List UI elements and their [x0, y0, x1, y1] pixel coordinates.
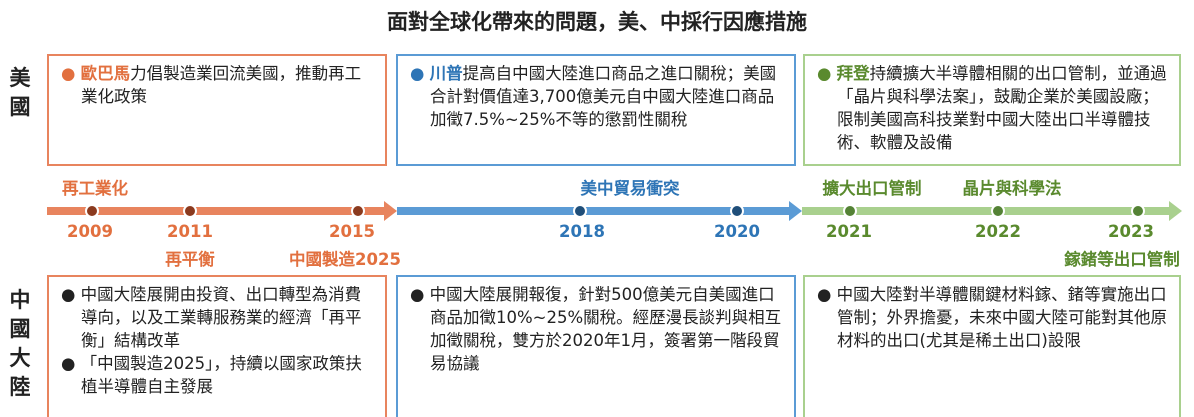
dot — [1131, 204, 1145, 218]
event: 鎵鍺等出口管制 — [1064, 250, 1180, 269]
china-label: 中國大陸 — [9, 288, 31, 399]
text: 中國大陸展開報復，針對500億美元自美國進口商品加徵10%~25%關稅。經歷漫長… — [429, 285, 782, 373]
us-box: ● 川普提高自中國大陸進口商品之進口關稅；美國合計對價值達3,700億美元自中國… — [396, 54, 796, 166]
year: 2015 — [329, 222, 375, 241]
bar — [47, 207, 385, 215]
china-box: ● 中國大陸對半導體關鍵材料鎵、鍺等實施出口管制；外界擔憂，未來中國大陸可能對其… — [803, 275, 1181, 417]
leader: 歐巴馬 — [80, 64, 131, 83]
year: 2022 — [975, 222, 1021, 241]
phase: 再工業化 — [62, 179, 128, 198]
phase: 擴大出口管制 — [822, 179, 922, 198]
year: 2020 — [714, 222, 760, 241]
year: 2021 — [826, 222, 872, 241]
dot — [85, 204, 99, 218]
leader: 拜登 — [836, 64, 870, 83]
bar — [397, 207, 790, 215]
year: 2011 — [167, 222, 213, 241]
bar — [802, 207, 1170, 215]
phase: 美中貿易衝突 — [580, 179, 680, 198]
us-label: 美國 — [9, 66, 31, 119]
dot — [991, 204, 1005, 218]
event: 再平衡 — [165, 250, 215, 269]
phase: 晶片與科學法 — [962, 179, 1062, 198]
dot — [573, 204, 587, 218]
year: 2009 — [67, 222, 113, 241]
text: 中國大陸對半導體關鍵材料鎵、鍺等實施出口管制；外界擔憂，未來中國大陸可能對其他原… — [836, 285, 1167, 350]
year: 2023 — [1108, 222, 1154, 241]
arrow — [384, 201, 397, 221]
us-box: ● 歐巴馬力倡製造業回流美國，推動再工業化政策 — [47, 54, 387, 166]
text: 中國大陸展開由投資、出口轉型為消費導向，以及工業轉服務業的經濟「再平衡」結構改革 — [80, 285, 362, 350]
year: 2018 — [559, 222, 605, 241]
text: 提高自中國大陸進口商品之進口關稅；美國合計對價值達3,700億美元自中國大陸進口… — [430, 64, 777, 129]
china-box: ● 中國大陸展開由投資、出口轉型為消費導向，以及工業轉服務業的經濟「再平衡」結構… — [47, 275, 387, 417]
arrow — [1169, 201, 1182, 221]
arrow — [789, 201, 802, 221]
text: 力倡製造業回流美國，推動再工業化政策 — [81, 64, 362, 106]
text: 「中國製造2025」，持續以國家政策扶植半導體自主發展 — [80, 354, 362, 396]
dot — [730, 204, 744, 218]
dot — [351, 204, 365, 218]
dot — [183, 204, 197, 218]
dot — [843, 204, 857, 218]
text: 持續擴大半導體相關的出口管制，並通過「晶片與科學法案」，鼓勵企業於美國設廠；限制… — [837, 64, 1167, 152]
event: 中國製造2025 — [289, 250, 401, 269]
china-box: ● 中國大陸展開報復，針對500億美元自美國進口商品加徵10%~25%關稅。經歷… — [396, 275, 796, 417]
leader: 川普 — [429, 64, 463, 83]
us-box: ● 拜登持續擴大半導體相關的出口管制，並通過「晶片與科學法案」，鼓勵企業於美國設… — [803, 54, 1181, 166]
title: 面對全球化帶來的問題，美、中採行因應措施 — [387, 10, 807, 34]
